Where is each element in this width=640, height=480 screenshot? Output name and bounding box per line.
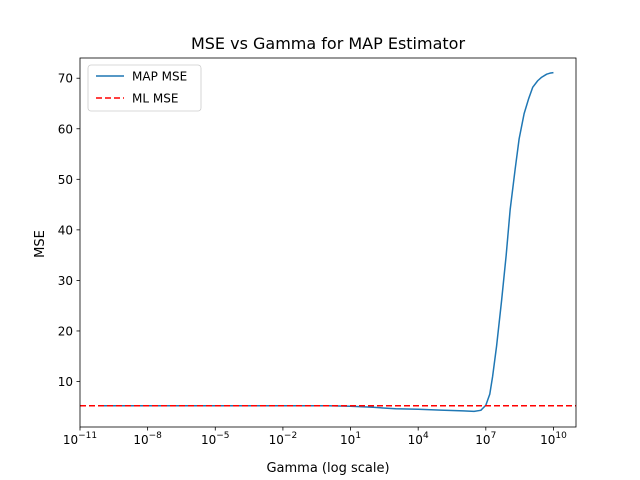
x-tick-label: 1010 [540, 431, 567, 447]
y-tick-label: 70 [58, 72, 73, 86]
y-tick-label: 20 [58, 324, 73, 338]
y-tick-label: 40 [58, 223, 73, 237]
y-axis-label: MSE [33, 230, 48, 258]
legend-label: MAP MSE [132, 70, 187, 84]
chart-title: MSE vs Gamma for MAP Estimator [191, 34, 466, 53]
x-tick-label: 10−5 [201, 431, 230, 447]
plot-area [80, 71, 576, 413]
map-mse-line [102, 71, 554, 413]
x-tick-label: 104 [408, 431, 429, 447]
x-tick-label: 107 [475, 431, 496, 447]
axes-frame [79, 57, 577, 428]
x-tick-label: 10−8 [133, 431, 162, 447]
y-tick-label: 10 [58, 375, 73, 389]
x-tick-label: 10−2 [269, 431, 298, 447]
y-tick-label: 30 [58, 274, 73, 288]
x-tick-label: 10−11 [63, 431, 97, 447]
y-tick-label: 50 [58, 173, 73, 187]
x-tick-label: 101 [340, 431, 361, 447]
y-tick-label: 60 [58, 122, 73, 136]
legend-label: ML MSE [132, 92, 178, 106]
legend: MAP MSE ML MSE [87, 64, 202, 112]
x-axis-label: Gamma (log scale) [266, 461, 389, 476]
axes: 10−11 10−8 10−5 10−2 101 104 107 10101020304050… [58, 57, 577, 447]
